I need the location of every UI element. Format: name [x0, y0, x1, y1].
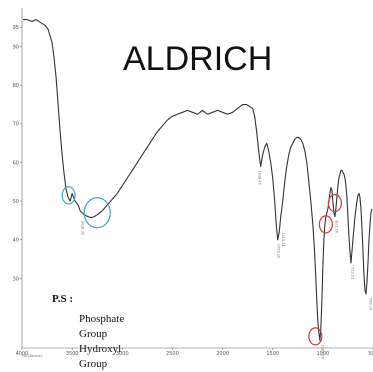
y-tick-label: 30	[13, 276, 19, 282]
legend-item: Group	[79, 358, 108, 370]
chart-title: ALDRICH	[123, 40, 272, 78]
peak-label: 712.31	[350, 267, 354, 279]
annotation-circle	[327, 194, 342, 213]
peak-label: 1638.46	[258, 170, 262, 184]
annotation-circle	[83, 197, 111, 229]
x-tick-label: 1500	[266, 351, 279, 357]
legend-item: Group	[79, 328, 108, 340]
y-tick-label: 70	[13, 122, 19, 128]
y-tick-label: 90	[13, 44, 19, 50]
x-unit-label: HA (kern/e)	[22, 354, 42, 358]
y-tick-label: 40	[13, 238, 19, 244]
annotation-circle-group	[61, 186, 342, 346]
x-tick-label: 1000	[316, 351, 329, 357]
y-tick-label: 80	[13, 83, 19, 89]
y-tick-group: 95 90 80 70 60 50 40 30	[13, 25, 22, 282]
peak-label: 569.19	[368, 298, 372, 310]
peak-label: 1459.16	[277, 244, 281, 258]
annotation-circle	[318, 215, 333, 234]
peak-label: 3418.36	[81, 221, 85, 235]
x-tick-label: 3500	[66, 351, 79, 357]
x-tick-label: 2000	[216, 351, 229, 357]
peak-label: 1035.30	[320, 344, 324, 358]
legend-item: Hydroxyl	[79, 343, 121, 355]
peak-label: 1419.41	[281, 232, 285, 246]
x-tick-label: 4000	[16, 351, 29, 357]
annotation-circle	[308, 327, 323, 346]
y-tick-label: 95	[13, 25, 19, 31]
y-tick-label: 50	[13, 199, 19, 205]
legend-label: P.S :	[52, 293, 73, 305]
y-tick-label: 60	[13, 160, 19, 166]
x-tick-label: 500	[368, 351, 373, 357]
x-tick-label: 2500	[166, 351, 179, 357]
spectrum-line	[23, 19, 373, 341]
series-group	[23, 19, 373, 341]
annotation-circle	[61, 186, 76, 205]
legend-item: Phosphate	[79, 313, 124, 325]
x-tick-label: 3000	[116, 351, 129, 357]
peak-label: 873.36	[334, 221, 338, 233]
x-tick-group: 4000 3500 3000 2500 2000 1500 1000 500	[16, 348, 373, 357]
